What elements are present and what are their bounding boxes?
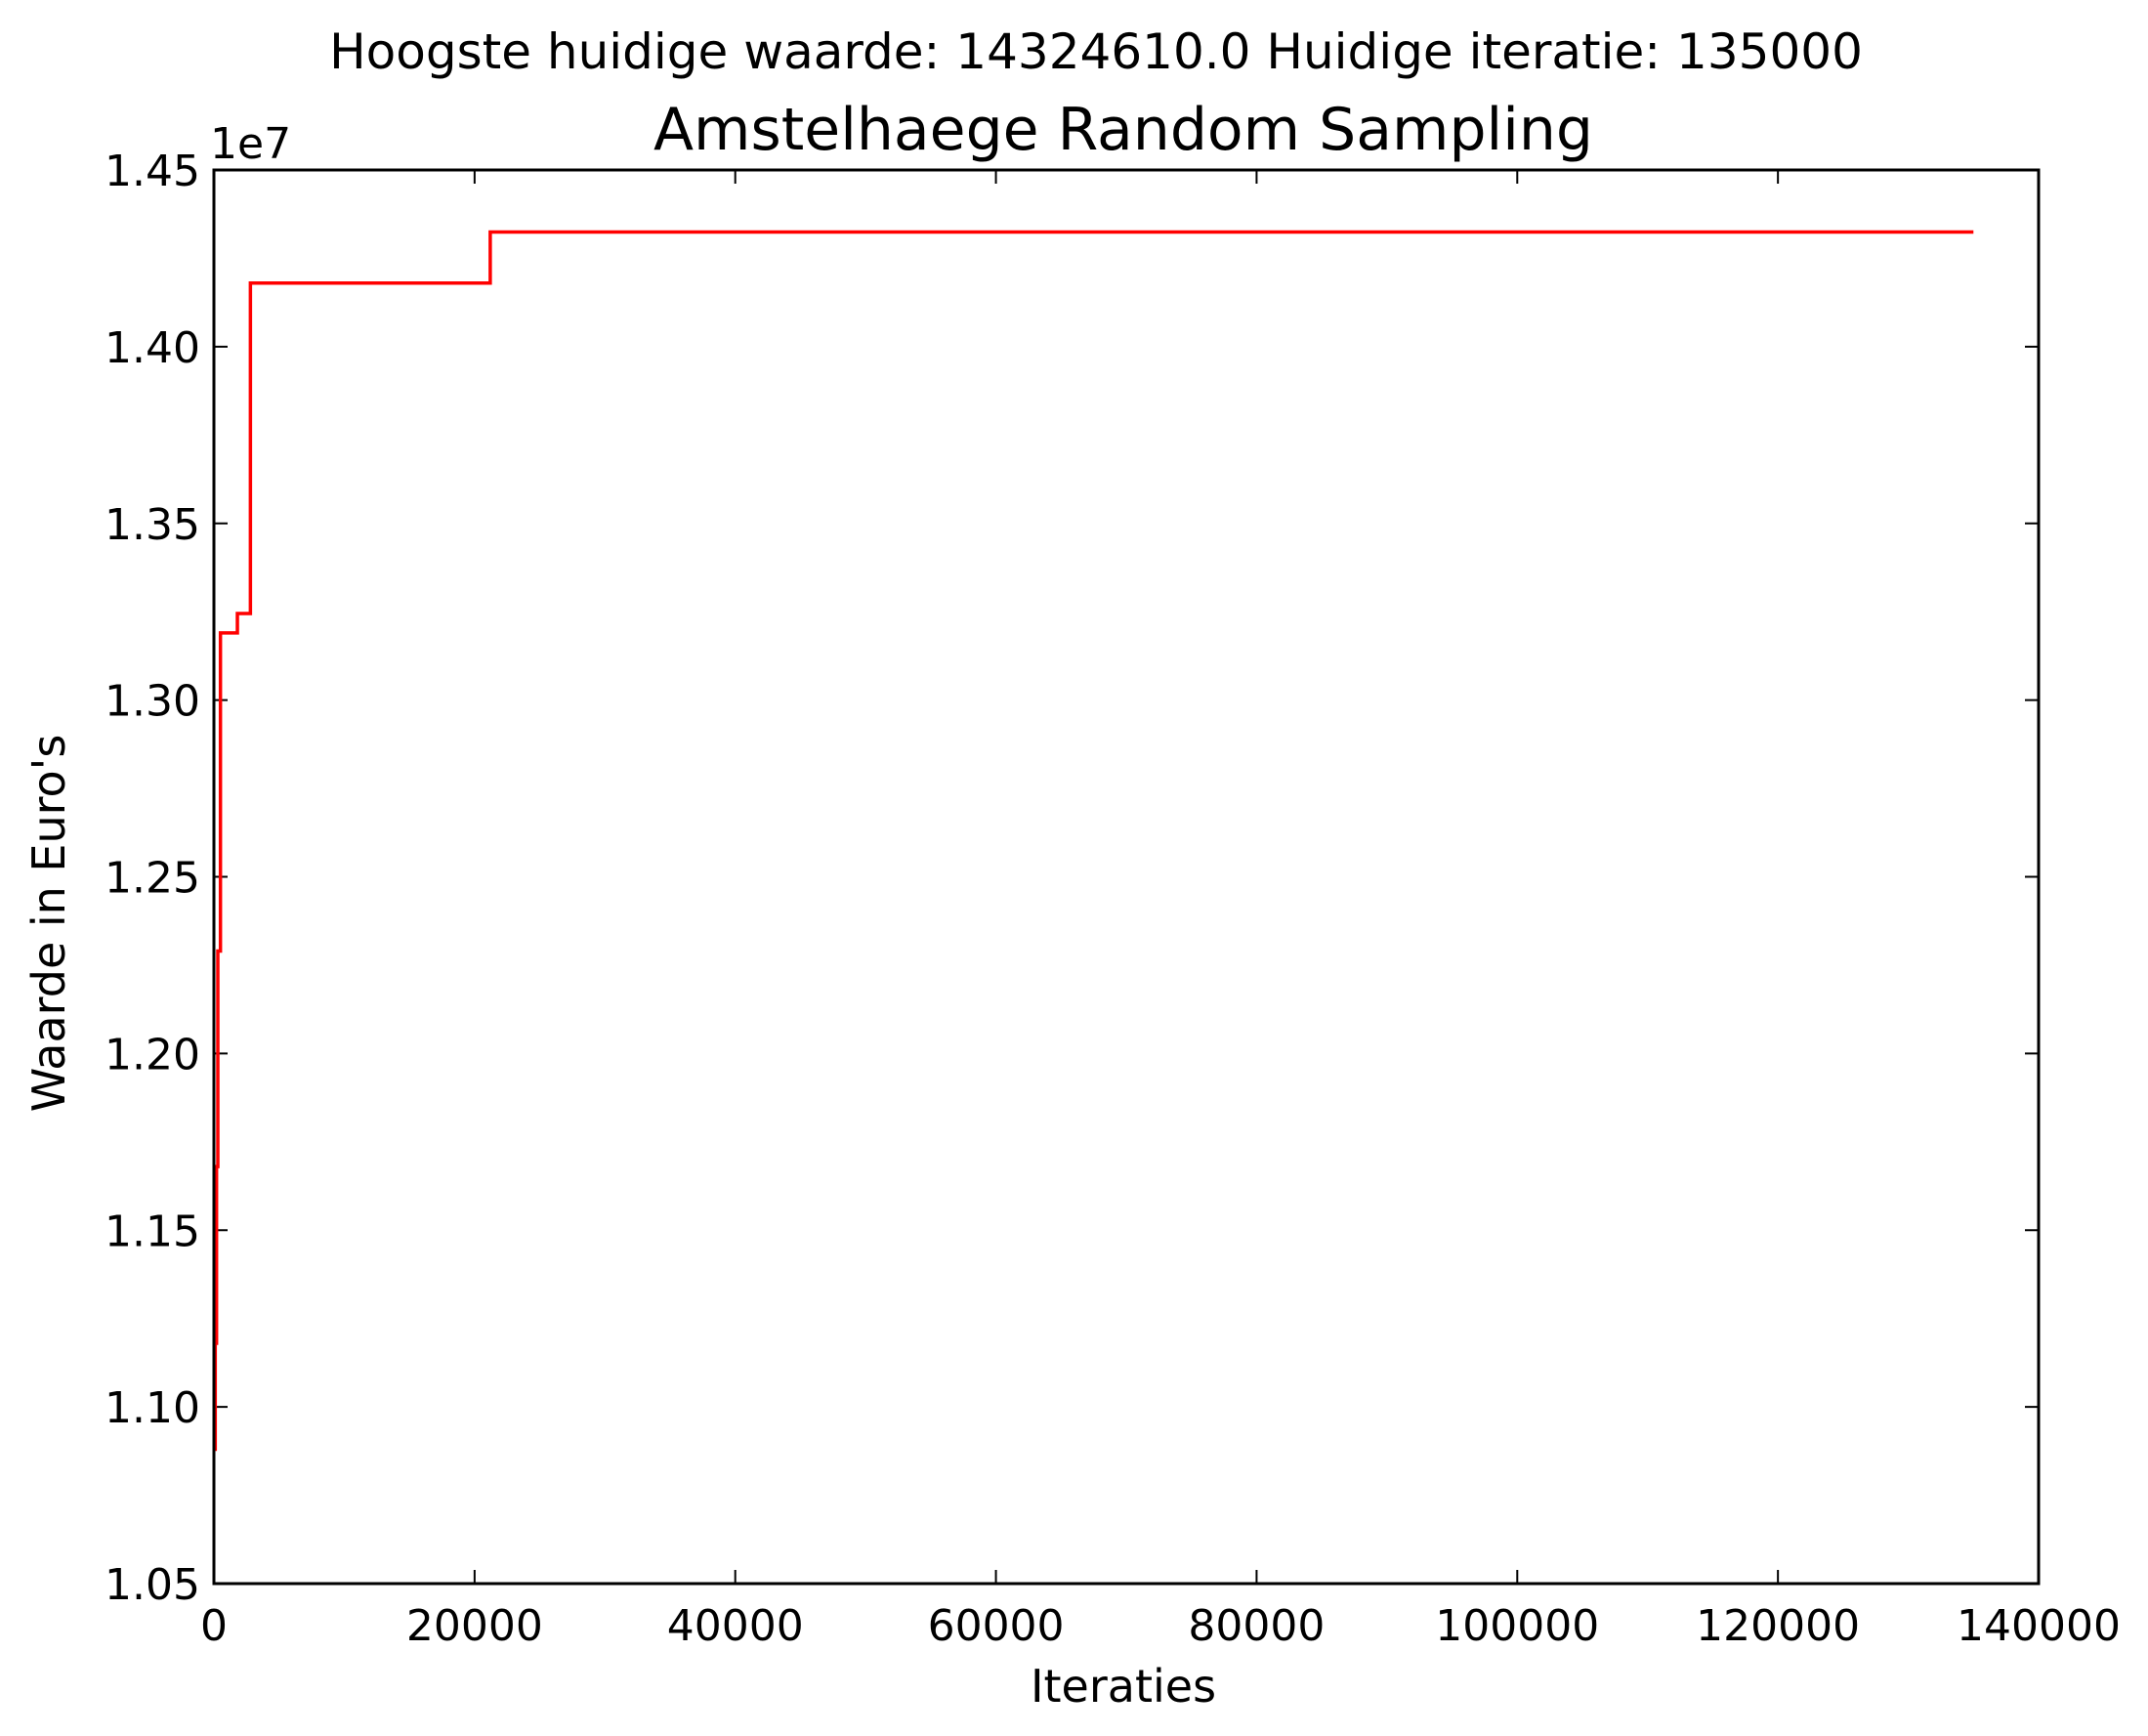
- axis-ticks: [213, 169, 2040, 1585]
- y-tick-label: 1.15: [105, 1207, 200, 1256]
- y-tick-label: 1.30: [105, 677, 200, 727]
- series-line: [213, 230, 1974, 1452]
- y-tick-label: 1.20: [105, 1030, 200, 1080]
- x-tick-label: 20000: [406, 1601, 543, 1651]
- chart-title: Amstelhaege Random Sampling: [653, 96, 1593, 164]
- y-tick-label: 1.45: [105, 147, 200, 196]
- chart-supertitle: Hoogste huidige waarde: 14324610.0 Huidi…: [329, 23, 1863, 80]
- plot-frame: [212, 168, 2041, 1586]
- series-group: [213, 230, 1974, 1452]
- y-tick-label: 1.25: [105, 854, 200, 904]
- axis-tick-labels: 0 20000 40000 60000 80000 100000 120000 140000 1…: [105, 147, 2121, 1651]
- x-tick-label: 60000: [928, 1601, 1065, 1651]
- y-tick-label: 1.05: [105, 1560, 200, 1610]
- x-tick-label: 100000: [1435, 1601, 1599, 1651]
- x-tick-label: 80000: [1188, 1601, 1325, 1651]
- y-tick-label: 1.10: [105, 1383, 200, 1433]
- y-axis-offset-label: 1e7: [210, 119, 291, 169]
- y-tick-label: 1.40: [105, 323, 200, 373]
- x-axis-label: Iteraties: [1031, 1660, 1216, 1713]
- x-tick-label: 40000: [667, 1601, 804, 1651]
- x-tick-label: 0: [200, 1601, 228, 1651]
- y-axis-label: Waarde in Euro's: [22, 735, 75, 1113]
- y-tick-label: 1.35: [105, 500, 200, 550]
- x-tick-label: 140000: [1957, 1601, 2121, 1651]
- x-tick-label: 120000: [1696, 1601, 1860, 1651]
